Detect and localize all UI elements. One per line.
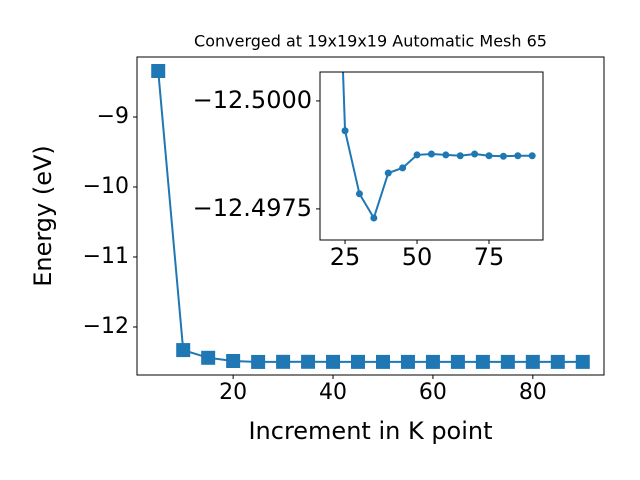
axes-frame [319,71,544,241]
marker [400,354,415,369]
y-tick-label: −10 [83,174,129,199]
marker [384,169,392,177]
marker [471,150,479,158]
x-tick-label: 20 [219,380,247,405]
x-tick-label: 25 [330,243,361,271]
marker [326,354,341,369]
marker [427,150,435,158]
x-tick-label: 80 [519,380,547,405]
marker [413,151,421,159]
y-tick-label: −9 [97,104,129,129]
marker [514,152,522,160]
marker [500,354,515,369]
axes-frame [136,56,605,376]
x-tick-label: 40 [319,380,347,405]
marker [151,63,166,78]
marker [251,354,266,369]
marker [370,214,378,222]
marker [442,151,450,159]
marker [351,354,366,369]
marker [176,343,191,358]
y-tick-label: −12.5000 [193,86,312,114]
y-tick-label: −12 [83,314,129,339]
marker [341,127,349,135]
y-tick-label: −12.4975 [193,194,312,222]
chart-title: Converged at 19x19x19 Automatic Mesh 65 [194,32,547,51]
marker [276,354,291,369]
marker [301,354,316,369]
marker [355,190,363,198]
marker [550,354,565,369]
y-tick-label: −11 [83,244,129,269]
series [151,63,590,369]
marker [226,354,241,369]
marker [375,354,390,369]
x-axis-label: Increment in K point [248,417,492,445]
marker [499,152,507,160]
marker [425,354,440,369]
x-tick-label: 60 [419,380,447,405]
marker [525,354,540,369]
y-axis-label: Energy (eV) [29,145,57,287]
marker [456,152,464,160]
x-tick-label: 50 [402,243,433,271]
marker [450,354,465,369]
marker [201,350,216,365]
x-tick-label: 75 [474,243,505,271]
marker [475,354,490,369]
series [341,72,536,222]
marker [575,354,590,369]
marker [485,152,493,160]
marker [528,152,536,160]
marker [399,164,407,172]
